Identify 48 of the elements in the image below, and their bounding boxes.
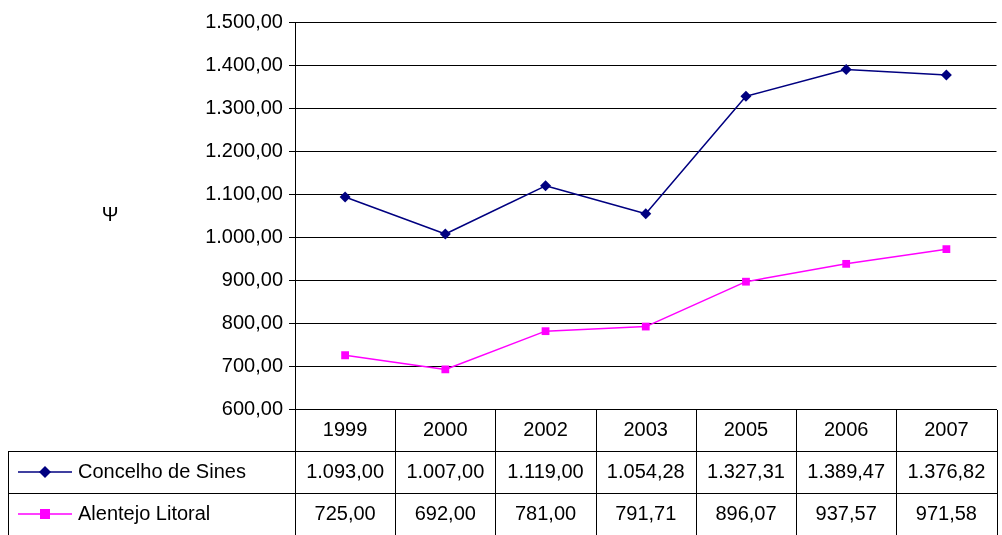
- point: [742, 277, 750, 286]
- y-tick-label: 1.300,00: [205, 95, 283, 118]
- point: [439, 228, 451, 240]
- data-label: 692,00: [414, 501, 476, 524]
- data-label: 1.327,31: [707, 459, 785, 482]
- y-tick-label: 1.100,00: [205, 181, 283, 204]
- y-tick-label: 1.500,00: [205, 9, 283, 32]
- point: [942, 245, 951, 254]
- data-label: 725,00: [314, 501, 376, 524]
- x-tick-label: 2003: [623, 417, 668, 440]
- data-label: 1.093,00: [306, 459, 385, 482]
- point: [740, 90, 752, 102]
- point: [540, 180, 552, 192]
- point: [339, 191, 351, 203]
- data-label: 971,58: [915, 501, 977, 524]
- data-label: 1.119,00: [507, 459, 584, 482]
- point: [541, 327, 550, 336]
- x-tick-label: 2007: [924, 417, 969, 440]
- x-tick-label: 2002: [523, 417, 568, 440]
- point: [842, 259, 851, 268]
- data-label: 937,57: [815, 501, 877, 524]
- y-axis-title: Ψ: [101, 203, 119, 226]
- x-tick-label: 2006: [823, 417, 869, 440]
- point: [441, 365, 450, 374]
- data-label: 1.389,47: [807, 459, 886, 482]
- point: [640, 208, 652, 220]
- legend-label: Concelho de Sines: [78, 459, 246, 482]
- data-label: 1.007,00: [406, 459, 485, 482]
- x-tick-label: 2005: [723, 417, 769, 440]
- y-tick-label: 800,00: [221, 310, 283, 333]
- y-tick-label: 1.200,00: [205, 138, 283, 161]
- x-tick-label: 2000: [423, 417, 468, 440]
- x-tick-label: 1999: [322, 417, 368, 440]
- point: [641, 322, 650, 331]
- point: [341, 351, 349, 360]
- data-label: 1.054,28: [606, 459, 685, 482]
- y-tick-label: 900,00: [221, 267, 283, 290]
- legend-label: Alentejo Litoral: [78, 501, 211, 524]
- y-tick-label: 700,00: [221, 353, 283, 376]
- point: [940, 69, 952, 81]
- data-label: 896,07: [715, 501, 777, 524]
- y-tick-label: 1.400,00: [205, 52, 283, 75]
- data-label: 781,00: [514, 501, 577, 524]
- data-label: 791,71: [615, 501, 677, 524]
- y-tick-label: 1.000,00: [205, 224, 283, 247]
- data-label: 1.376,82: [907, 459, 986, 482]
- point: [840, 64, 852, 76]
- y-tick-label: 600,00: [221, 396, 283, 419]
